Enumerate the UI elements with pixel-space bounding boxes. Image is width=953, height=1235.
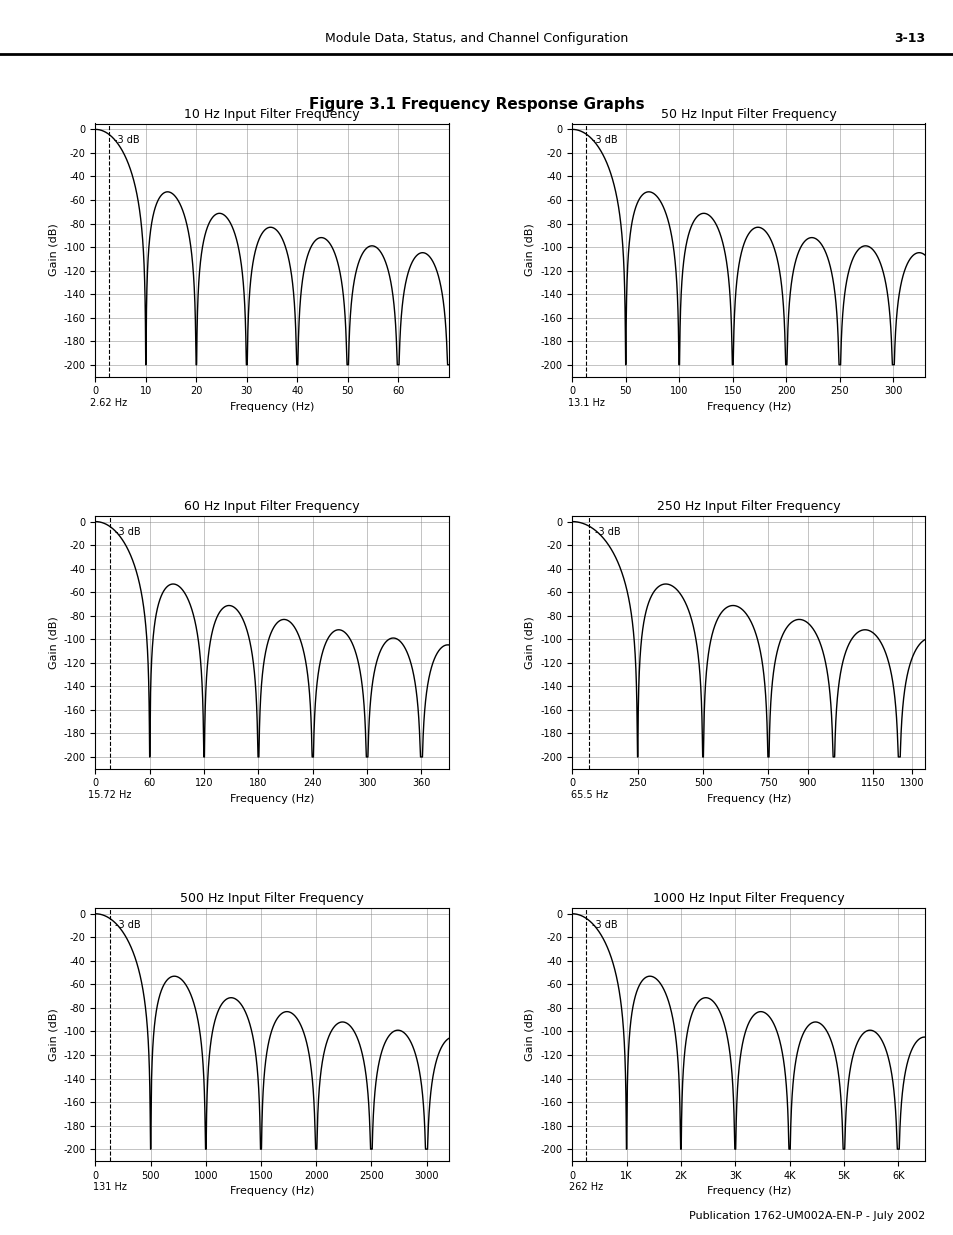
X-axis label: Frequency (Hz): Frequency (Hz) xyxy=(230,794,314,804)
Title: 1000 Hz Input Filter Frequency: 1000 Hz Input Filter Frequency xyxy=(652,893,843,905)
Text: 131 Hz: 131 Hz xyxy=(92,1182,127,1192)
X-axis label: Frequency (Hz): Frequency (Hz) xyxy=(706,794,790,804)
Text: 2.62 Hz: 2.62 Hz xyxy=(90,398,127,408)
X-axis label: Frequency (Hz): Frequency (Hz) xyxy=(230,1186,314,1197)
Y-axis label: Gain (dB): Gain (dB) xyxy=(48,224,58,277)
Title: 60 Hz Input Filter Frequency: 60 Hz Input Filter Frequency xyxy=(184,500,359,513)
X-axis label: Frequency (Hz): Frequency (Hz) xyxy=(706,401,790,411)
Text: -3 dB: -3 dB xyxy=(115,920,141,930)
Text: Figure 3.1 Frequency Response Graphs: Figure 3.1 Frequency Response Graphs xyxy=(309,98,644,112)
Title: 250 Hz Input Filter Frequency: 250 Hz Input Filter Frequency xyxy=(657,500,840,513)
Text: 15.72 Hz: 15.72 Hz xyxy=(88,790,132,800)
Y-axis label: Gain (dB): Gain (dB) xyxy=(48,616,58,668)
Text: Publication 1762-UM002A-EN-P - July 2002: Publication 1762-UM002A-EN-P - July 2002 xyxy=(688,1212,924,1221)
Text: -3 dB: -3 dB xyxy=(113,136,139,146)
Text: -3 dB: -3 dB xyxy=(591,136,617,146)
Text: 65.5 Hz: 65.5 Hz xyxy=(570,790,607,800)
Title: 50 Hz Input Filter Frequency: 50 Hz Input Filter Frequency xyxy=(660,107,836,121)
Title: 500 Hz Input Filter Frequency: 500 Hz Input Filter Frequency xyxy=(180,893,363,905)
Text: -3 dB: -3 dB xyxy=(591,920,617,930)
Title: 10 Hz Input Filter Frequency: 10 Hz Input Filter Frequency xyxy=(184,107,359,121)
Text: -3 dB: -3 dB xyxy=(594,527,619,537)
Text: 262 Hz: 262 Hz xyxy=(569,1182,603,1192)
Text: 13.1 Hz: 13.1 Hz xyxy=(567,398,604,408)
Text: 3-13: 3-13 xyxy=(893,32,924,46)
X-axis label: Frequency (Hz): Frequency (Hz) xyxy=(230,401,314,411)
Text: Module Data, Status, and Channel Configuration: Module Data, Status, and Channel Configu… xyxy=(325,32,628,46)
Y-axis label: Gain (dB): Gain (dB) xyxy=(524,616,535,668)
Y-axis label: Gain (dB): Gain (dB) xyxy=(48,1008,58,1061)
Y-axis label: Gain (dB): Gain (dB) xyxy=(524,1008,535,1061)
Text: -3 dB: -3 dB xyxy=(114,527,140,537)
X-axis label: Frequency (Hz): Frequency (Hz) xyxy=(706,1186,790,1197)
Y-axis label: Gain (dB): Gain (dB) xyxy=(524,224,535,277)
